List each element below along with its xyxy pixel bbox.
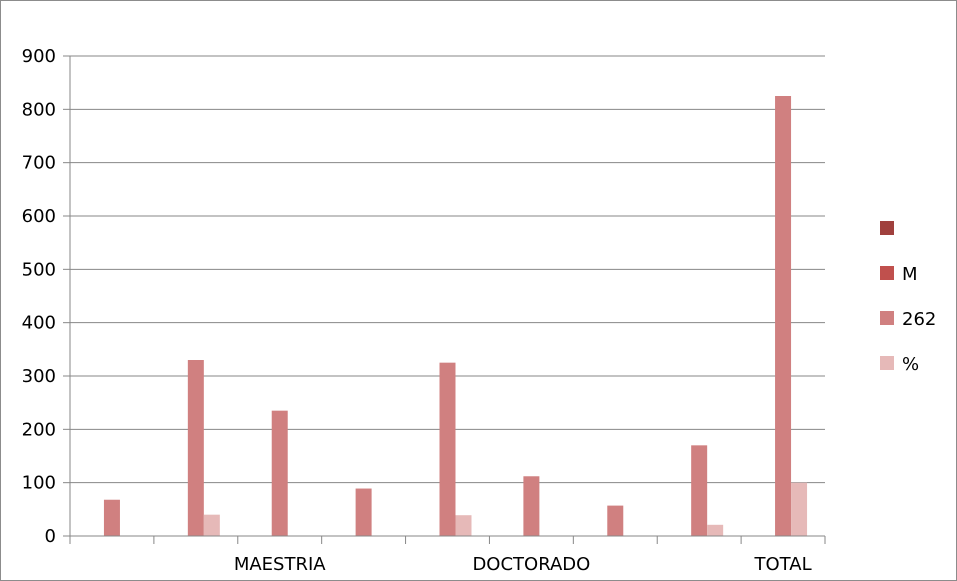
legend-swatch-0 (880, 221, 894, 235)
bar-262-1 (187, 360, 204, 536)
y-tick-label-0: 0 (45, 526, 56, 547)
axes (63, 55, 826, 544)
labels: 0 100 200 300 400 500 600 700 800 900 MAESTRIA DOCT… (22, 46, 812, 575)
legend-swatch-3 (880, 356, 894, 370)
bar-262-2 (271, 410, 288, 536)
bar-pct-8 (791, 482, 808, 536)
bar-pct-4 (455, 515, 472, 536)
y-tick-label-500: 500 (22, 259, 56, 280)
y-tick-label-400: 400 (22, 313, 56, 334)
x-category-label-1: MAESTRIA (234, 554, 326, 575)
y-tick-label-100: 100 (22, 473, 56, 494)
bar-pct-1 (203, 514, 220, 536)
bars (103, 96, 808, 536)
legend-label-3: % (902, 354, 919, 375)
y-tick-label-800: 800 (22, 99, 56, 120)
y-tick-label-900: 900 (22, 46, 56, 67)
y-tick-label-200: 200 (22, 419, 56, 440)
bar-262-6 (607, 505, 624, 536)
legend-label-1: M (902, 264, 918, 285)
bar-262-7 (691, 445, 708, 536)
x-category-label-3: DOCTORADO (472, 554, 590, 575)
y-tick-label-600: 600 (22, 206, 56, 227)
bar-262-0 (103, 499, 120, 536)
y-tick-label-300: 300 (22, 366, 56, 387)
legend: M 262% (880, 221, 936, 375)
bar-pct-7 (707, 524, 724, 536)
x-category-label-5: TOTAL (754, 554, 812, 575)
y-tick-label-700: 700 (22, 153, 56, 174)
bar-262-4 (439, 362, 456, 536)
legend-label-2: 262 (902, 309, 936, 330)
legend-swatch-1 (880, 266, 894, 280)
legend-swatch-2 (880, 311, 894, 325)
bar-262-8 (775, 96, 792, 536)
bar-262-5 (523, 476, 540, 536)
bar-262-3 (355, 488, 372, 536)
